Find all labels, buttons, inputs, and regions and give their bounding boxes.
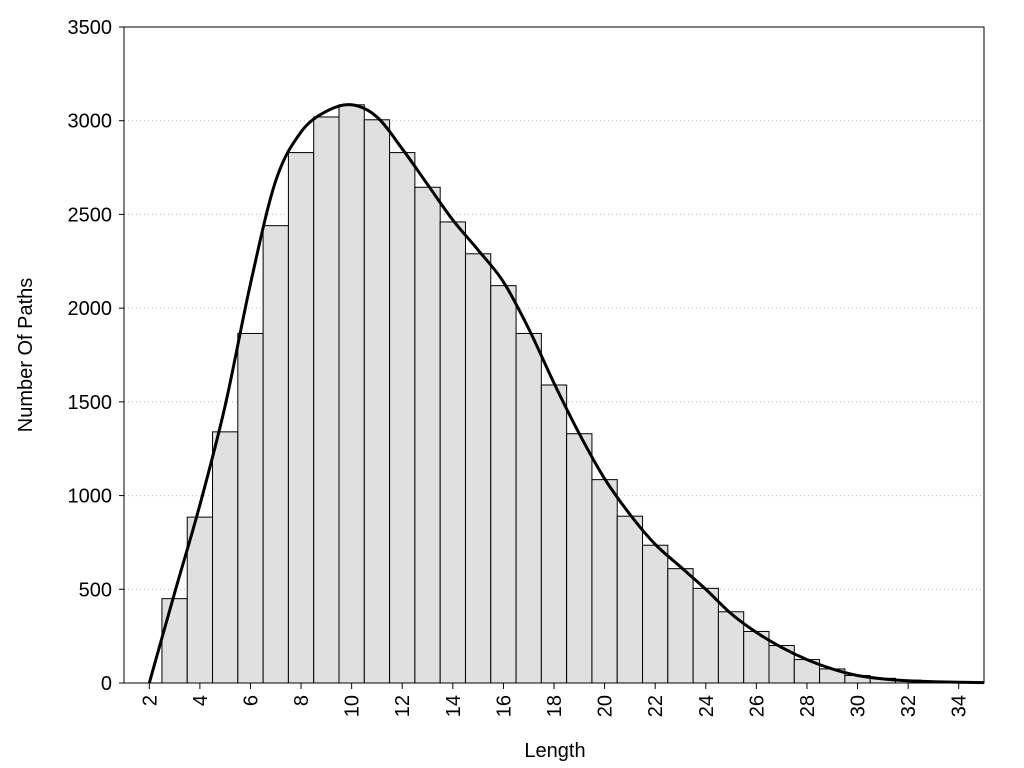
x-tick-label: 12 (392, 695, 414, 717)
x-tick-label: 4 (190, 695, 212, 706)
bar (212, 431, 239, 684)
bar (642, 544, 669, 684)
bar (616, 515, 644, 684)
y-tick-label: 3500 (68, 17, 113, 39)
x-tick-label: 20 (595, 695, 617, 717)
x-tick-label: 30 (848, 695, 870, 717)
bar (414, 186, 441, 684)
bar (591, 479, 618, 684)
bar (439, 221, 466, 684)
x-tick-label: 6 (240, 695, 262, 706)
x-tick-label: 10 (342, 695, 364, 717)
curve (147, 103, 985, 685)
bar (515, 332, 542, 684)
x-tick-label: 14 (443, 695, 465, 717)
y-tick-label: 1500 (68, 392, 113, 414)
y-tick-label: 3000 (68, 111, 113, 133)
bar (540, 384, 568, 684)
bar (464, 253, 492, 684)
bar (313, 116, 340, 684)
bar (338, 104, 365, 684)
x-tick-label: 34 (949, 695, 971, 717)
x-tick-label: 22 (645, 695, 667, 717)
x-tick-label: 32 (898, 695, 920, 717)
x-tick-label: 28 (797, 695, 819, 717)
bar (161, 598, 188, 684)
bar (287, 152, 315, 684)
bar (363, 119, 391, 684)
y-tick-label: 500 (79, 579, 112, 601)
x-tick-label: 16 (493, 695, 515, 717)
x-tick-label: 8 (291, 695, 313, 706)
bar (237, 332, 264, 684)
bar (389, 152, 416, 684)
bar (566, 433, 593, 684)
bar (717, 611, 745, 684)
bar (186, 516, 214, 684)
y-tick-label: 0 (101, 673, 112, 695)
x-axis-label: Length (524, 740, 585, 762)
x-tick-label: 18 (544, 695, 566, 717)
bar (262, 225, 289, 684)
y-tick-label: 1000 (68, 486, 113, 508)
x-tick-label: 26 (746, 695, 768, 717)
x-tick-label: 2 (139, 695, 161, 706)
bar (490, 285, 517, 684)
bar (667, 568, 694, 684)
bar (743, 630, 770, 684)
plot-frame (123, 26, 985, 684)
y-tick-label: 2500 (68, 204, 113, 226)
y-axis-label: Number Of Paths (15, 278, 37, 433)
bar (692, 587, 719, 684)
x-tick-label: 24 (696, 695, 718, 717)
y-tick-label: 2000 (68, 298, 113, 320)
